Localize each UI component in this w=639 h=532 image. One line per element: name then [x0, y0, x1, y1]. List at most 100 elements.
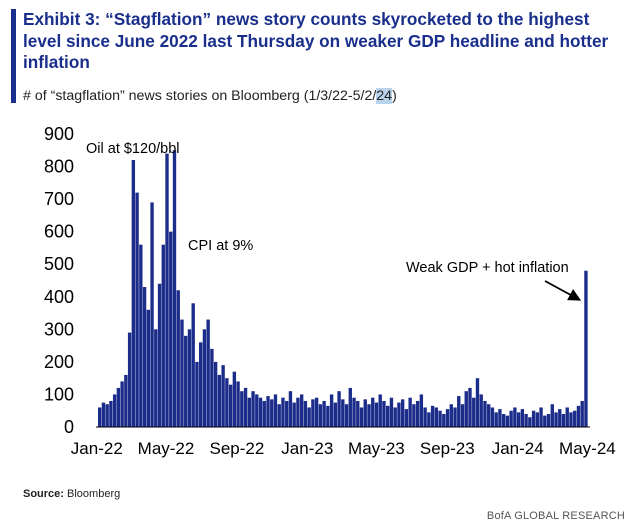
bar: [363, 399, 367, 427]
x-tick-label: Jan-22: [71, 439, 123, 458]
bar: [356, 400, 360, 427]
bar: [236, 381, 240, 427]
bar: [266, 396, 270, 427]
y-tick-label: 500: [44, 254, 74, 274]
x-tick-label: May-22: [138, 439, 195, 458]
bar: [124, 374, 128, 427]
bar: [135, 192, 139, 427]
bar: [404, 409, 409, 427]
bar: [442, 413, 446, 427]
bar: [299, 394, 304, 427]
bar: [221, 365, 225, 427]
bar: [326, 405, 330, 427]
bar: [161, 244, 165, 427]
bar: [374, 402, 379, 427]
bar: [430, 405, 435, 427]
bar: [554, 412, 558, 427]
y-tick-label: 900: [44, 124, 74, 144]
bar: [479, 394, 483, 427]
bar: [498, 409, 502, 427]
bar: [191, 303, 195, 427]
bar: [453, 407, 457, 427]
y-tick-label: 800: [44, 157, 74, 177]
bar: [240, 391, 244, 427]
bar: [397, 402, 401, 427]
source-value: Bloomberg: [67, 488, 121, 500]
bar: [344, 404, 349, 427]
bar: [531, 410, 536, 427]
bar: [225, 378, 229, 427]
bar: [494, 412, 498, 427]
bar: [445, 409, 450, 427]
bar: [311, 399, 315, 427]
bar-series: [98, 150, 588, 427]
bar: [558, 409, 562, 427]
exhibit-title: Exhibit 3: “Stagflation” news story coun…: [23, 9, 609, 72]
bar: [101, 402, 106, 427]
bar: [165, 153, 169, 427]
bar: [490, 407, 495, 427]
bar: [176, 290, 180, 427]
y-tick-label: 700: [44, 189, 74, 209]
bar: [187, 329, 192, 427]
bar: [262, 400, 266, 427]
bar: [195, 361, 199, 427]
bar: [415, 400, 420, 427]
bar: [210, 348, 214, 427]
brand-footer: BofA GLOBAL RESEARCH: [486, 510, 625, 522]
bar: [105, 404, 109, 427]
annotation-cpi: CPI at 9%: [188, 238, 253, 254]
bar: [198, 342, 203, 427]
bar: [139, 244, 143, 427]
bar: [460, 404, 465, 427]
bar: [438, 410, 442, 427]
bar: [228, 384, 233, 427]
bar: [509, 410, 513, 427]
bar: [565, 407, 569, 427]
bar: [539, 407, 543, 427]
bar: [333, 402, 338, 427]
subtitle-text: # of “stagflation” news stories on Bloom…: [23, 88, 377, 104]
bar: [468, 387, 472, 427]
bar: [386, 405, 390, 427]
source-note: Source: Bloomberg: [23, 488, 120, 500]
bar: [535, 412, 539, 427]
bar: [341, 399, 345, 427]
bar: [288, 391, 293, 427]
y-tick-label: 400: [44, 287, 74, 307]
bar: [520, 409, 525, 427]
bar: [449, 404, 453, 427]
bar: [150, 202, 154, 427]
x-tick-label: Jan-24: [492, 439, 544, 458]
bar: [213, 361, 218, 427]
bar: [543, 415, 547, 427]
bar: [184, 335, 188, 427]
bar: [296, 397, 300, 427]
x-tick-label: Sep-22: [209, 439, 264, 458]
bar: [322, 400, 326, 427]
bar: [337, 391, 341, 427]
bar: [273, 394, 278, 427]
bar: [157, 283, 162, 427]
bar: [584, 270, 588, 427]
bar: [427, 412, 431, 427]
title-accent-bar: [11, 9, 16, 103]
bar: [475, 378, 480, 427]
x-tick-label: Jan-23: [281, 439, 333, 458]
bar: [243, 387, 248, 427]
bar: [255, 394, 259, 427]
bar: [378, 394, 382, 427]
bar: [285, 400, 289, 427]
x-tick-label: Sep-23: [420, 439, 475, 458]
x-tick-label: May-24: [559, 439, 616, 458]
stagflation-bar-chart: 0 100 200 300 400 500 600 700 800 900 Jan-22 May-22…: [44, 124, 616, 458]
bar: [131, 160, 136, 427]
bar: [292, 402, 296, 427]
bar: [314, 397, 319, 427]
bar: [154, 329, 158, 427]
bar: [561, 413, 566, 427]
bar: [400, 399, 405, 427]
bar: [393, 407, 397, 427]
y-tick-label: 0: [64, 417, 74, 437]
bar: [501, 413, 506, 427]
